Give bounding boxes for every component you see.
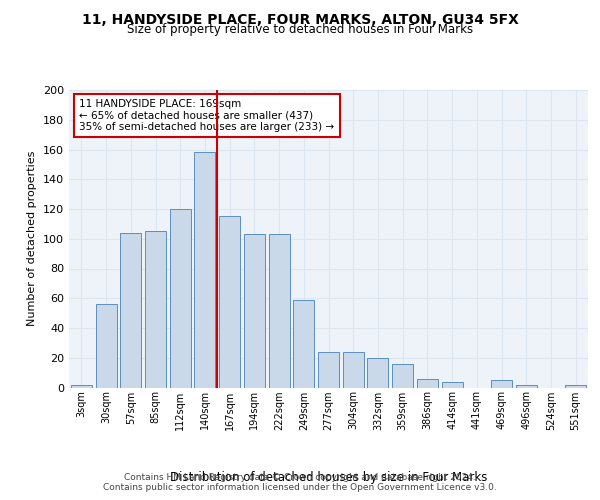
Bar xyxy=(145,232,166,388)
Bar xyxy=(565,384,586,388)
Bar xyxy=(442,382,463,388)
Bar xyxy=(367,358,388,388)
Bar xyxy=(120,233,141,388)
Bar xyxy=(219,216,240,388)
Bar xyxy=(318,352,339,388)
Text: 11, HANDYSIDE PLACE, FOUR MARKS, ALTON, GU34 5FX: 11, HANDYSIDE PLACE, FOUR MARKS, ALTON, … xyxy=(82,12,518,26)
Bar xyxy=(71,384,92,388)
Bar xyxy=(95,304,116,388)
Bar xyxy=(417,378,438,388)
Bar xyxy=(170,209,191,388)
Bar xyxy=(516,384,537,388)
X-axis label: Distribution of detached houses by size in Four Marks: Distribution of detached houses by size … xyxy=(170,472,487,484)
Text: Contains HM Land Registry data © Crown copyright and database right 2024.: Contains HM Land Registry data © Crown c… xyxy=(124,472,476,482)
Bar xyxy=(491,380,512,388)
Bar xyxy=(269,234,290,388)
Bar xyxy=(392,364,413,388)
Y-axis label: Number of detached properties: Number of detached properties xyxy=(28,151,37,326)
Bar xyxy=(244,234,265,388)
Bar xyxy=(194,152,215,388)
Text: Contains public sector information licensed under the Open Government Licence v3: Contains public sector information licen… xyxy=(103,484,497,492)
Text: Size of property relative to detached houses in Four Marks: Size of property relative to detached ho… xyxy=(127,24,473,36)
Bar xyxy=(343,352,364,388)
Text: 11 HANDYSIDE PLACE: 169sqm
← 65% of detached houses are smaller (437)
35% of sem: 11 HANDYSIDE PLACE: 169sqm ← 65% of deta… xyxy=(79,99,335,132)
Bar xyxy=(293,300,314,388)
